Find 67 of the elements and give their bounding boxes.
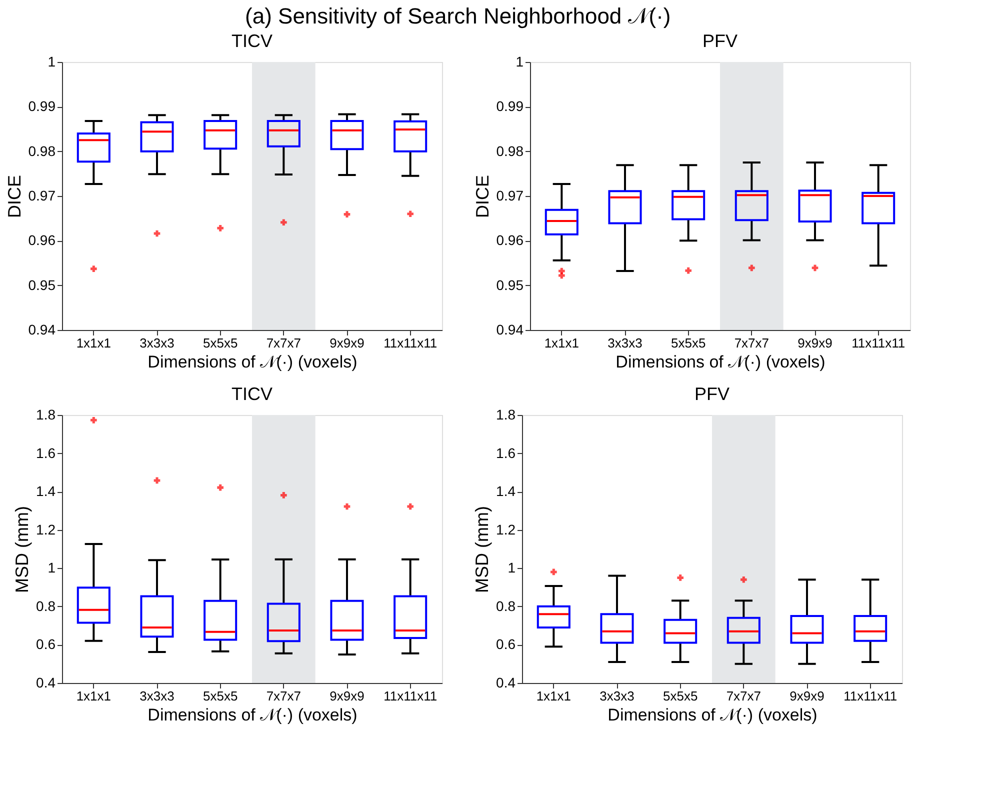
x-tick-label: 3x3x3: [600, 688, 634, 704]
y-tick-label: 0.96: [28, 232, 56, 248]
x-tick-label: 7x7x7: [266, 688, 302, 704]
y-tick-label: 1: [48, 54, 56, 70]
x-tick-label: 1x1x1: [544, 336, 580, 350]
y-tick-label: 1.6: [496, 444, 516, 461]
y-tick-label: 1.4: [36, 483, 56, 500]
y-tick-label: 0.99: [28, 98, 56, 114]
chart-title: TICV: [231, 384, 273, 404]
y-tick-label: 0.4: [36, 674, 56, 690]
y-tick-label: 0.98: [496, 142, 524, 159]
x-axis-title: Dimensions of 𝒩(·) (voxels): [608, 706, 818, 724]
y-tick-label: 1.8: [36, 406, 56, 422]
x-axis-title: Dimensions of 𝒩(·) (voxels): [148, 706, 358, 724]
x-tick-label: 11x11x11: [384, 688, 438, 704]
x-tick-label: 11x11x11: [844, 688, 898, 704]
y-tick-label: 1.8: [496, 406, 516, 422]
y-tick-label: 0.4: [496, 674, 516, 690]
x-tick-label: 7x7x7: [726, 688, 762, 704]
x-tick-label: 9x9x9: [798, 336, 832, 350]
y-tick-label: 1.6: [36, 444, 56, 461]
y-axis-title: DICE: [4, 174, 24, 218]
y-tick-label: 0.8: [36, 598, 56, 614]
y-tick-label: 1.4: [496, 483, 516, 500]
x-tick-label: 3x3x3: [608, 336, 642, 350]
y-axis-title: DICE: [472, 174, 492, 218]
x-tick-label: 11x11x11: [384, 336, 438, 350]
y-tick-label: 1: [508, 560, 516, 576]
y-tick-label: 0.97: [496, 188, 524, 204]
x-tick-label: 11x11x11: [852, 336, 906, 350]
x-tick-label: 3x3x3: [140, 688, 174, 704]
y-tick-label: 1: [48, 560, 56, 576]
y-tick-label: 0.94: [496, 322, 524, 338]
chart-title: TICV: [231, 31, 273, 51]
x-tick-label: 5x5x5: [202, 688, 238, 704]
x-tick-label: 3x3x3: [140, 336, 174, 350]
y-tick-label: 0.8: [496, 598, 516, 614]
x-axis-title: Dimensions of 𝒩(·) (voxels): [148, 352, 358, 372]
y-tick-label: 0.96: [496, 232, 524, 248]
y-tick-label: 0.6: [496, 636, 516, 652]
y-tick-label: 0.6: [36, 636, 56, 652]
y-tick-label: 0.95: [496, 276, 524, 293]
x-tick-label: 9x9x9: [330, 688, 364, 704]
y-axis-title: MSD (mm): [472, 506, 492, 593]
y-tick-label: 1: [516, 54, 524, 70]
x-tick-label: 7x7x7: [734, 336, 770, 350]
x-tick-label: 5x5x5: [202, 336, 238, 350]
y-tick-label: 1.2: [496, 521, 516, 538]
x-tick-label: 1x1x1: [76, 336, 112, 350]
y-tick-label: 0.99: [496, 98, 524, 114]
x-tick-label: 9x9x9: [330, 336, 364, 350]
y-axis-title: MSD (mm): [12, 506, 32, 593]
x-tick-label: 9x9x9: [790, 688, 824, 704]
y-tick-label: 0.98: [28, 142, 56, 159]
chart-title: PFV: [702, 31, 738, 51]
x-tick-label: 5x5x5: [670, 336, 706, 350]
x-tick-label: 7x7x7: [266, 336, 302, 350]
y-tick-label: 1.2: [36, 521, 56, 538]
y-tick-label: 0.94: [28, 322, 56, 338]
x-tick-label: 5x5x5: [662, 688, 698, 704]
x-tick-label: 1x1x1: [76, 688, 112, 704]
x-tick-label: 1x1x1: [536, 688, 572, 704]
y-tick-label: 0.97: [28, 188, 56, 204]
x-axis-title: Dimensions of 𝒩(·) (voxels): [616, 352, 826, 372]
text: (a) Sensitivity of Search Neighborhood 𝒩(·): [245, 4, 671, 28]
chart-title: PFV: [694, 384, 730, 404]
y-tick-label: 0.95: [28, 276, 56, 293]
